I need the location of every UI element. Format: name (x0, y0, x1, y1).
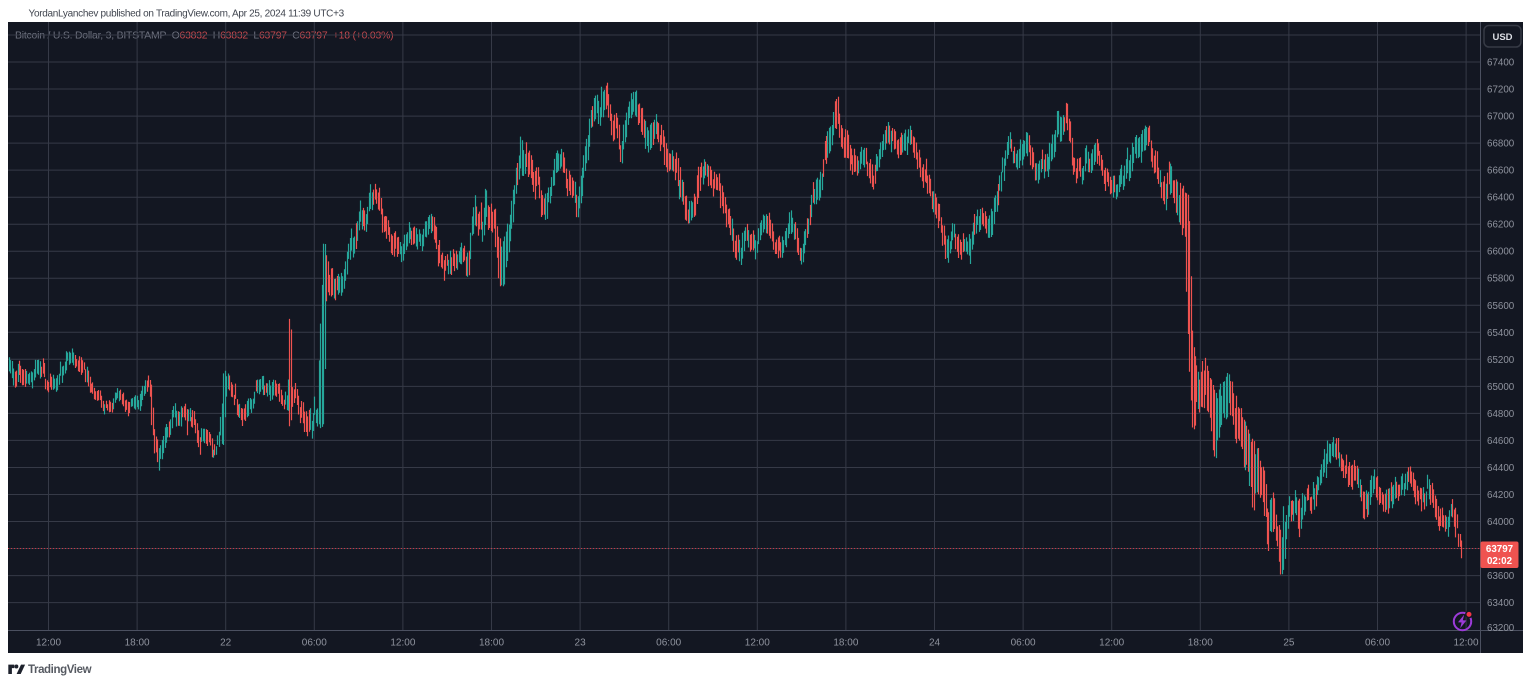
svg-text:66400: 66400 (1487, 193, 1515, 204)
svg-text:65800: 65800 (1487, 274, 1515, 285)
svg-text:YordanLyanchev published on Tr: YordanLyanchev published on TradingView.… (29, 8, 345, 19)
svg-text:06:00: 06:00 (1011, 638, 1036, 649)
svg-text:65200: 65200 (1487, 355, 1515, 366)
svg-text:TradingView: TradingView (28, 664, 92, 676)
svg-text:63400: 63400 (1487, 598, 1515, 609)
svg-text:24: 24 (929, 638, 941, 649)
svg-text:18:00: 18:00 (479, 638, 504, 649)
svg-text:66600: 66600 (1487, 166, 1515, 177)
svg-text:12:00: 12:00 (1453, 638, 1478, 649)
svg-text:64400: 64400 (1487, 463, 1515, 474)
svg-text:64200: 64200 (1487, 490, 1515, 501)
svg-text:64000: 64000 (1487, 517, 1515, 528)
svg-text:12:00: 12:00 (390, 638, 415, 649)
svg-text:12:00: 12:00 (745, 638, 770, 649)
svg-text:64800: 64800 (1487, 409, 1515, 420)
svg-text:18:00: 18:00 (833, 638, 858, 649)
svg-text:12:00: 12:00 (1099, 638, 1124, 649)
svg-text:18:00: 18:00 (1188, 638, 1213, 649)
svg-text:63797: 63797 (1486, 544, 1514, 555)
svg-text:06:00: 06:00 (302, 638, 327, 649)
svg-text:67000: 67000 (1487, 112, 1515, 123)
svg-text:18:00: 18:00 (125, 638, 150, 649)
svg-text:USD: USD (1492, 32, 1512, 43)
svg-text:22: 22 (220, 638, 232, 649)
svg-text:67400: 67400 (1487, 58, 1515, 69)
svg-text:66800: 66800 (1487, 139, 1515, 150)
svg-text:65600: 65600 (1487, 301, 1515, 312)
svg-text:63200: 63200 (1487, 623, 1515, 634)
svg-text:64600: 64600 (1487, 436, 1515, 447)
svg-text:06:00: 06:00 (1365, 638, 1390, 649)
svg-text:65400: 65400 (1487, 328, 1515, 339)
svg-text:02:02: 02:02 (1487, 556, 1513, 567)
svg-text:67200: 67200 (1487, 85, 1515, 96)
svg-text:Bitcoin / U.S. Dollar, 3, BITS: Bitcoin / U.S. Dollar, 3, BITSTAMP O6383… (15, 31, 393, 42)
svg-text:66200: 66200 (1487, 220, 1515, 231)
svg-text:65000: 65000 (1487, 382, 1515, 393)
svg-text:23: 23 (575, 638, 587, 649)
svg-text:12:00: 12:00 (36, 638, 61, 649)
svg-text:06:00: 06:00 (656, 638, 681, 649)
svg-text:66000: 66000 (1487, 247, 1515, 258)
svg-text:25: 25 (1283, 638, 1295, 649)
svg-text:63600: 63600 (1487, 571, 1515, 582)
